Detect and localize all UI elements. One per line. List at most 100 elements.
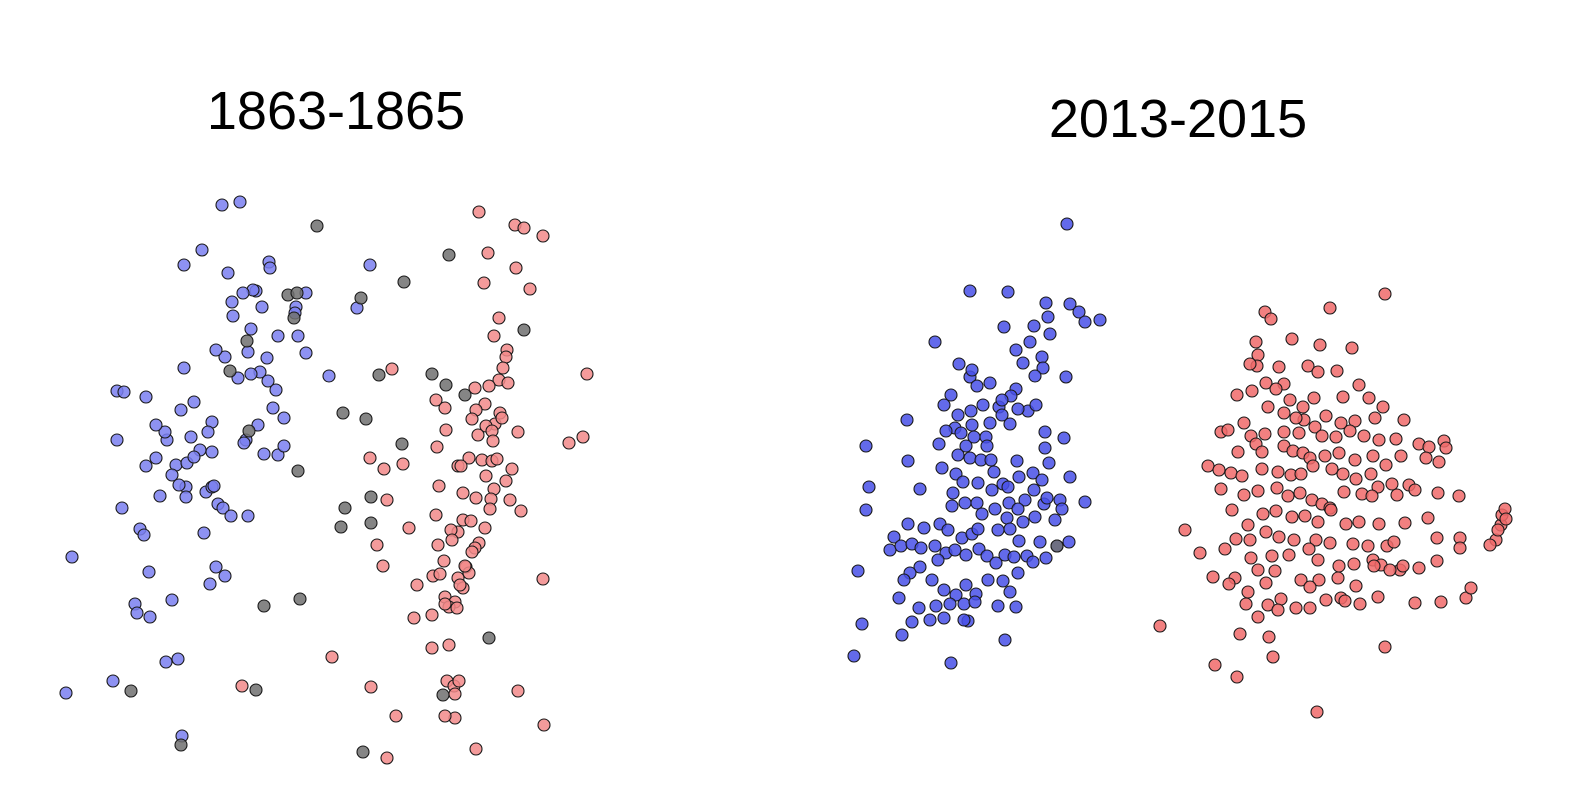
data-point bbox=[1003, 417, 1017, 431]
data-point bbox=[1308, 420, 1322, 434]
data-point bbox=[454, 459, 468, 473]
data-point bbox=[1353, 597, 1367, 611]
data-point bbox=[482, 379, 496, 393]
data-point bbox=[469, 491, 483, 505]
data-point bbox=[946, 486, 960, 500]
data-point bbox=[1033, 535, 1047, 549]
data-point bbox=[496, 361, 510, 375]
data-point bbox=[1379, 458, 1393, 472]
data-point bbox=[218, 569, 232, 583]
data-point bbox=[158, 425, 172, 439]
data-point bbox=[425, 608, 439, 622]
data-point bbox=[1229, 532, 1243, 546]
data-point bbox=[410, 578, 424, 592]
data-point bbox=[223, 364, 237, 378]
data-point bbox=[479, 469, 493, 483]
data-point bbox=[1345, 341, 1359, 355]
data-point bbox=[928, 335, 942, 349]
data-point bbox=[482, 631, 496, 645]
data-point bbox=[1348, 453, 1362, 467]
data-point bbox=[937, 611, 951, 625]
data-point bbox=[1272, 360, 1286, 374]
data-point bbox=[945, 499, 959, 513]
data-point bbox=[439, 378, 453, 392]
data-point bbox=[1368, 411, 1382, 425]
data-point bbox=[1011, 566, 1025, 580]
data-point bbox=[944, 656, 958, 670]
data-point bbox=[976, 398, 990, 412]
data-point bbox=[523, 282, 537, 296]
data-point bbox=[137, 528, 151, 542]
data-point bbox=[458, 388, 472, 402]
data-point bbox=[1266, 650, 1280, 664]
data-point bbox=[957, 597, 971, 611]
data-point bbox=[1251, 563, 1265, 577]
data-point bbox=[1289, 411, 1303, 425]
data-point bbox=[1243, 357, 1257, 371]
data-point bbox=[1255, 462, 1269, 476]
data-point bbox=[952, 357, 966, 371]
data-point bbox=[1277, 406, 1291, 420]
data-point bbox=[187, 395, 201, 409]
data-point bbox=[1016, 515, 1030, 529]
data-point bbox=[912, 601, 926, 615]
data-point bbox=[1269, 382, 1283, 396]
data-point bbox=[970, 379, 984, 393]
data-point bbox=[1271, 465, 1285, 479]
data-point bbox=[244, 367, 258, 381]
data-point bbox=[951, 448, 965, 462]
data-point bbox=[1397, 413, 1411, 427]
data-point bbox=[385, 362, 399, 376]
data-point bbox=[536, 572, 550, 586]
data-point bbox=[1245, 384, 1259, 398]
data-point bbox=[964, 404, 978, 418]
data-point bbox=[1296, 400, 1310, 414]
data-point bbox=[913, 560, 927, 574]
data-point bbox=[1362, 391, 1376, 405]
data-point bbox=[1212, 463, 1226, 477]
data-point bbox=[165, 468, 179, 482]
data-point bbox=[356, 745, 370, 759]
data-point bbox=[209, 343, 223, 357]
data-point bbox=[1093, 313, 1107, 327]
data-point bbox=[1385, 477, 1399, 491]
data-point bbox=[364, 490, 378, 504]
data-point bbox=[892, 591, 906, 605]
data-point bbox=[429, 508, 443, 522]
data-point bbox=[380, 493, 394, 507]
data-point bbox=[139, 459, 153, 473]
data-point bbox=[218, 350, 232, 364]
data-point bbox=[537, 718, 551, 732]
data-point bbox=[310, 219, 324, 233]
data-point bbox=[277, 439, 291, 453]
data-point bbox=[959, 548, 973, 562]
data-point bbox=[464, 514, 478, 528]
data-point bbox=[456, 486, 470, 500]
data-point bbox=[847, 649, 861, 663]
data-point bbox=[433, 567, 447, 581]
data-point bbox=[932, 437, 946, 451]
data-point bbox=[1002, 496, 1016, 510]
data-point bbox=[1301, 359, 1315, 373]
data-point bbox=[1336, 390, 1350, 404]
data-point bbox=[1244, 551, 1258, 565]
data-point bbox=[1000, 511, 1014, 525]
data-point bbox=[216, 501, 230, 515]
data-point bbox=[1048, 513, 1062, 527]
data-point bbox=[130, 606, 144, 620]
data-point bbox=[431, 538, 445, 552]
data-point bbox=[1307, 391, 1321, 405]
data-point bbox=[334, 520, 348, 534]
data-point bbox=[1265, 549, 1279, 563]
data-point bbox=[1365, 489, 1379, 503]
data-point bbox=[1225, 503, 1239, 517]
data-point bbox=[511, 684, 525, 698]
data-point bbox=[396, 457, 410, 471]
data-point bbox=[370, 538, 384, 552]
data-point bbox=[458, 559, 472, 573]
series-left-2 bbox=[124, 219, 531, 759]
data-point bbox=[1312, 573, 1326, 587]
data-point bbox=[469, 742, 483, 756]
data-point bbox=[465, 545, 479, 559]
data-point bbox=[1325, 462, 1339, 476]
